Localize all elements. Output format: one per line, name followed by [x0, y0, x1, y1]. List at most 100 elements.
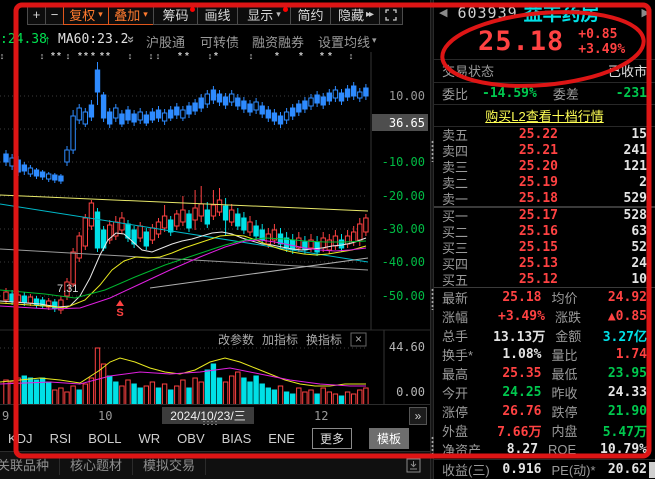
- volume-link-1[interactable]: 改参数: [218, 332, 254, 347]
- template-button[interactable]: 模板: [369, 428, 410, 449]
- svg-text:↕: ↕: [40, 52, 45, 61]
- kline-chart[interactable]: ↕ ↕ * * ↕ * * * * * ↕ ↕ ↕ * * ↕ * ↕ * * * * ↕S7.3110.00-10.00-…: [0, 51, 430, 407]
- buy-l2-link[interactable]: 购买L2查看十档行情: [485, 109, 604, 125]
- toolbar-button-1[interactable]: +: [27, 4, 46, 25]
- svg-text:-40.00: -40.00: [382, 255, 425, 269]
- stat-row-7: 涨停 26.76 跌停 21.90: [434, 402, 655, 421]
- toolbar-button-8[interactable]: 简约: [290, 4, 331, 25]
- volume-axis-max: 44.60: [389, 340, 425, 354]
- stock-code: 603939: [457, 3, 518, 22]
- toolbar-button-9[interactable]: 隐藏 ▸▸: [330, 4, 380, 25]
- red-dot-badge: [190, 7, 195, 12]
- stat-value: ▲0.85: [607, 309, 647, 324]
- indicator-tab-obv[interactable]: OBV: [177, 431, 205, 446]
- volume-link-3[interactable]: 换指标: [306, 332, 342, 347]
- svg-text:*: *: [185, 52, 189, 62]
- stat-value: +3.49%: [498, 309, 545, 324]
- up-arrow-icon: ↑: [44, 32, 51, 47]
- level-price: 25.19: [518, 174, 558, 190]
- toolbar-button-5[interactable]: 筹码: [153, 4, 198, 25]
- more-indicators-button[interactable]: 更多: [311, 428, 352, 449]
- svg-text:↕: ↕: [156, 52, 161, 61]
- price-change-pct: +3.49%: [578, 41, 626, 57]
- weicha-value: -231: [615, 86, 647, 102]
- level-label: 买五: [442, 272, 469, 288]
- stat-label: 净资产: [442, 443, 482, 458]
- weibi-row: 委比 -14.59% 委差 -231: [434, 82, 655, 104]
- close-icon[interactable]: ×: [355, 332, 362, 346]
- toolbar-button-7[interactable]: 显示 ▾: [237, 4, 291, 25]
- svg-text:*: *: [51, 52, 55, 62]
- toolbar-button-3[interactable]: 复权 ▾: [63, 4, 109, 25]
- stat-label: 最高: [442, 367, 469, 382]
- stock-name: 益丰药房: [523, 4, 600, 25]
- toolbar-button-4[interactable]: 叠加 ▾: [108, 4, 154, 25]
- stat-label: 最新: [442, 291, 469, 306]
- indicator-tab-ene[interactable]: ENE: [268, 431, 295, 446]
- svg-text:↕: ↕: [66, 52, 71, 61]
- indicator-tab-rsi[interactable]: RSI: [49, 431, 72, 446]
- svg-text:-20.00: -20.00: [382, 189, 425, 203]
- level-volume: 2: [639, 174, 647, 190]
- time-tick: 10: [98, 409, 113, 423]
- stat-label: PE(动)*: [551, 463, 596, 478]
- svg-text:*: *: [106, 52, 110, 62]
- stat-value: 0.916: [502, 462, 542, 477]
- menu-hugutong[interactable]: 沪股通: [146, 35, 186, 50]
- bottom-tab-3[interactable]: 模拟交易: [133, 456, 206, 475]
- fullscreen-icon[interactable]: [379, 4, 403, 25]
- stat-value: 25.18: [502, 290, 542, 305]
- svg-text:↕: ↕: [349, 52, 354, 61]
- current-value-badge-text: 36.65: [389, 116, 425, 130]
- time-tick: 12: [314, 409, 329, 423]
- indicator-tab-kdj[interactable]: KDJ: [8, 431, 33, 446]
- level-volume: 528: [623, 208, 647, 224]
- stat-label: 量比: [551, 348, 578, 363]
- bottom-tab-2[interactable]: 核心题材: [60, 456, 133, 475]
- level-price: 25.22: [518, 127, 558, 143]
- red-dot-badge: [283, 7, 288, 12]
- stat-label: ROE: [548, 442, 577, 457]
- weibi-value: -14.59%: [482, 86, 537, 102]
- weicha-label: 委差: [552, 87, 579, 103]
- splitter-grip[interactable]: [202, 420, 218, 426]
- indicator-tab-bias[interactable]: BIAS: [221, 431, 252, 446]
- collapse-icon[interactable]: »: [124, 35, 140, 44]
- chart-price-label: 7.31: [57, 283, 78, 295]
- toolbar: + − 复权 ▾ 叠加 ▾ 筹码 画线 显示 ▾ 简约 隐藏 ▸▸: [0, 0, 430, 28]
- chart-area[interactable]: ↕ ↕ * * ↕ * * * * * ↕ ↕ ↕ * * ↕ * ↕ * * * * ↕ S 7.31 10.00 -10.00-…: [0, 51, 430, 407]
- svg-text:*: *: [84, 52, 88, 62]
- level-price: 25.21: [518, 143, 558, 159]
- volume-toolbar: 改参数 加指标 换指标 ×: [218, 332, 367, 347]
- volume-link-2[interactable]: 加指标: [262, 332, 298, 347]
- indicator-tab-boll[interactable]: BOLL: [88, 431, 122, 446]
- bottom-tab-bar: 关联品种 核心题材 模拟交易: [0, 452, 430, 479]
- next-stock-icon[interactable]: ▶: [641, 7, 650, 19]
- indicator-tab-wr[interactable]: WR: [138, 431, 161, 446]
- stat-value: 24.25: [502, 385, 542, 400]
- stat-row-6: 今开 24.25 昨收 24.33: [434, 383, 655, 402]
- minimize-to-tray-icon[interactable]: [406, 458, 421, 473]
- stat-value: 25.35: [502, 366, 542, 381]
- price-row: 25.18 +0.85 +3.49%: [434, 25, 655, 59]
- menu-rongzirongquan[interactable]: 融资融券: [252, 35, 305, 50]
- svg-text:↕: ↕: [128, 52, 133, 61]
- svg-text:↕: ↕: [0, 52, 4, 61]
- stat-label: 跌停: [551, 405, 578, 420]
- overlay-candles: [3, 62, 369, 184]
- bottom-tab-1[interactable]: 关联品种: [0, 456, 60, 475]
- level-volume: 24: [631, 255, 647, 271]
- stat-row-3: 总手 13.13万 金额 3.27亿: [434, 326, 655, 345]
- svg-text:*: *: [214, 52, 218, 62]
- svg-text:*: *: [57, 52, 61, 62]
- svg-text:*: *: [178, 52, 182, 62]
- ma60-label: MA60:23.2: [58, 32, 129, 47]
- scroll-right-button[interactable]: »: [409, 407, 427, 425]
- indicator-tab-bar: KDJ RSI BOLL WR OBV BIAS ENE 更多 模板: [0, 420, 430, 452]
- level-volume: 241: [623, 143, 647, 159]
- prev-stock-icon[interactable]: ◀: [439, 7, 448, 19]
- toolbar-button-6[interactable]: 画线: [197, 4, 238, 25]
- menu-ma-settings[interactable]: 设置均线: [318, 35, 371, 50]
- toolbar-button-2[interactable]: −: [45, 4, 64, 25]
- menu-kezhuanzhai[interactable]: 可转债: [200, 35, 240, 50]
